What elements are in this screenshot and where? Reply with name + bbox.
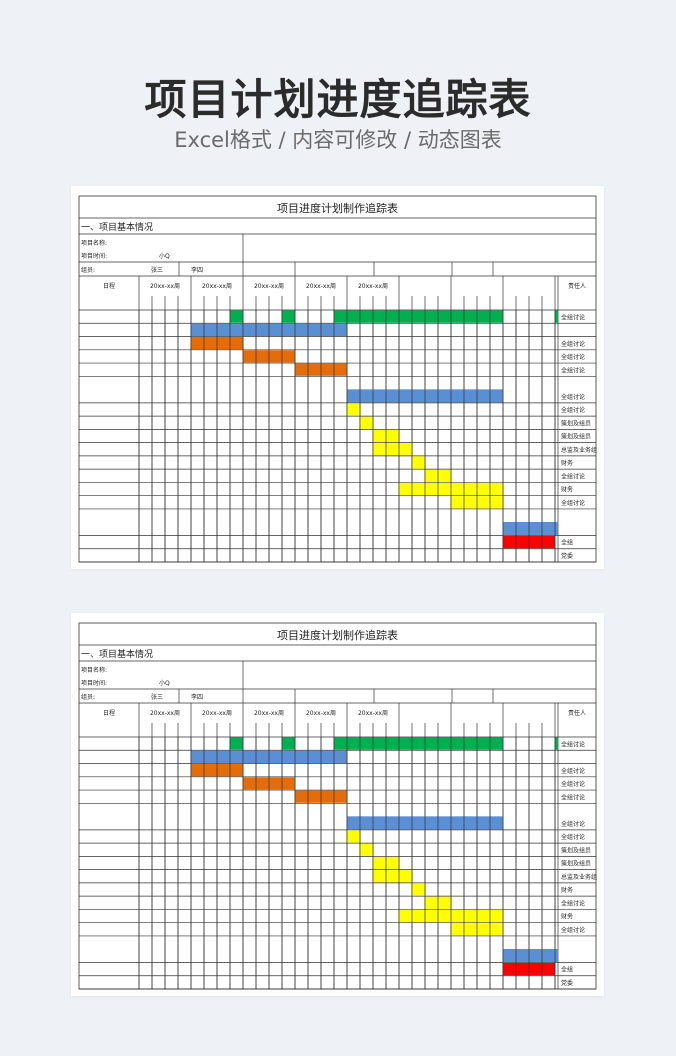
responsible-cell: 党委 — [561, 979, 573, 987]
gantt-bar — [412, 456, 425, 469]
member-2: 李四 — [191, 693, 203, 701]
gantt-bar — [282, 310, 295, 323]
responsible-cell: 全组讨论 — [561, 899, 585, 907]
member-1: 张三 — [151, 266, 163, 274]
gantt-bar — [230, 737, 243, 750]
week-label: 20xx-xx周 — [306, 710, 336, 717]
responsible-cell: 全组讨论 — [561, 340, 585, 348]
responsible-cell: 全组 — [561, 539, 573, 547]
gantt-bar — [347, 830, 360, 843]
gantt-bar — [230, 310, 243, 323]
responsible-cell: 全组讨论 — [561, 833, 585, 841]
gantt-bar — [334, 310, 503, 323]
week-label: 20xx-xx周 — [358, 710, 388, 717]
gantt-bar — [555, 737, 558, 750]
responsible-cell: 全组讨论 — [561, 926, 585, 934]
responsible-cell: 党委 — [561, 552, 573, 560]
responsible-cell: 全组讨论 — [561, 767, 585, 775]
responsible-cell: 全组讨论 — [561, 393, 585, 401]
sheet-title: 项目进度计划制作追踪表 — [277, 628, 398, 642]
responsible-cell: 策划及组员 — [561, 846, 591, 854]
week-label: 20xx-xx周 — [150, 710, 180, 717]
members-label: 组员: — [81, 266, 95, 274]
week-label: 20xx-xx周 — [202, 710, 232, 717]
responsible-cell: 全组 — [561, 966, 573, 974]
gantt-bar — [555, 310, 558, 323]
member-2: 李四 — [191, 266, 203, 274]
page-title: 项目计划进度追踪表 — [144, 75, 532, 124]
responsible-cell: 财务 — [561, 913, 573, 921]
gantt-bar — [373, 443, 412, 456]
member-1: 张三 — [151, 693, 163, 701]
responsible-cell: 全组讨论 — [561, 406, 585, 414]
owner-value: 小Q — [159, 252, 170, 260]
responsible-cell: 全组讨论 — [561, 740, 585, 748]
project-name-label: 项目名称: — [81, 239, 107, 247]
responsible-cell: 全组讨论 — [561, 353, 585, 361]
responsible-cell: 财务 — [561, 459, 573, 467]
gantt-bar — [360, 843, 373, 856]
responsible-cell: 全组讨论 — [561, 820, 585, 828]
responsible-cell: 全组讨论 — [561, 472, 585, 480]
week-label: 20xx-xx周 — [202, 283, 232, 290]
page-subtitle: Excel格式 / 内容可修改 / 动态图表 — [174, 128, 502, 152]
sheet-preview-1: 项目进度计划制作追踪表一、项目基本情况项目名称: 项目时间: 小Q 组员: 张三 李四日程… — [71, 186, 604, 569]
sheet-preview-2: 项目进度计划制作追踪表一、项目基本情况项目名称: 项目时间: 小Q 组员: 张三 李四日程… — [71, 613, 604, 996]
responsible-cell: 策划及组员 — [561, 419, 591, 427]
owner-value: 小Q — [159, 679, 170, 687]
gantt-bar — [334, 737, 503, 750]
responsible-cell: 财务 — [561, 486, 573, 494]
task-header: 日程 — [103, 282, 115, 290]
week-label: 20xx-xx周 — [358, 283, 388, 290]
gantt-bar — [347, 403, 360, 416]
gantt-bar — [373, 870, 412, 883]
week-label: 20xx-xx周 — [254, 710, 284, 717]
responsible-cell: 总监及业务组 — [561, 446, 597, 454]
gantt-bar — [282, 737, 295, 750]
responsible-cell: 全组讨论 — [561, 793, 585, 801]
gantt-bar — [503, 948, 558, 962]
gantt-bar — [503, 521, 558, 535]
week-label: 20xx-xx周 — [254, 283, 284, 290]
responsible-cell: 总监及业务组 — [561, 873, 597, 881]
responsible-cell: 策划及组员 — [561, 433, 591, 441]
section-label: 一、项目基本情况 — [81, 221, 153, 233]
responsible-cell: 全组讨论 — [561, 366, 585, 374]
responsible-cell: 全组讨论 — [561, 313, 585, 321]
table-border — [78, 195, 597, 563]
responsible-cell: 策划及组员 — [561, 860, 591, 868]
table-border — [78, 622, 597, 990]
owner-header: 责任人 — [568, 282, 586, 290]
gantt-bar — [412, 883, 425, 896]
project-name-label: 项目名称: — [81, 666, 107, 674]
week-label: 20xx-xx周 — [150, 283, 180, 290]
responsible-cell: 财务 — [561, 886, 573, 894]
responsible-cell: 全组讨论 — [561, 499, 585, 507]
owner-header: 责任人 — [568, 709, 586, 717]
members-label: 组员: — [81, 693, 95, 701]
responsible-cell: 全组讨论 — [561, 780, 585, 788]
gantt-bar — [360, 416, 373, 429]
date-label: 项目时间: — [81, 679, 107, 687]
section-label: 一、项目基本情况 — [81, 648, 153, 660]
date-label: 项目时间: — [81, 252, 107, 260]
sheet-title: 项目进度计划制作追踪表 — [277, 201, 398, 215]
week-label: 20xx-xx周 — [306, 283, 336, 290]
task-header: 日程 — [103, 709, 115, 717]
